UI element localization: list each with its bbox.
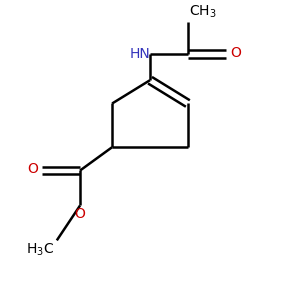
Text: O: O — [27, 162, 38, 176]
Text: CH$_3$: CH$_3$ — [189, 4, 217, 20]
Text: O: O — [75, 207, 86, 221]
Text: H$_3$C: H$_3$C — [26, 242, 54, 258]
Text: HN: HN — [129, 47, 150, 61]
Text: O: O — [230, 46, 241, 59]
